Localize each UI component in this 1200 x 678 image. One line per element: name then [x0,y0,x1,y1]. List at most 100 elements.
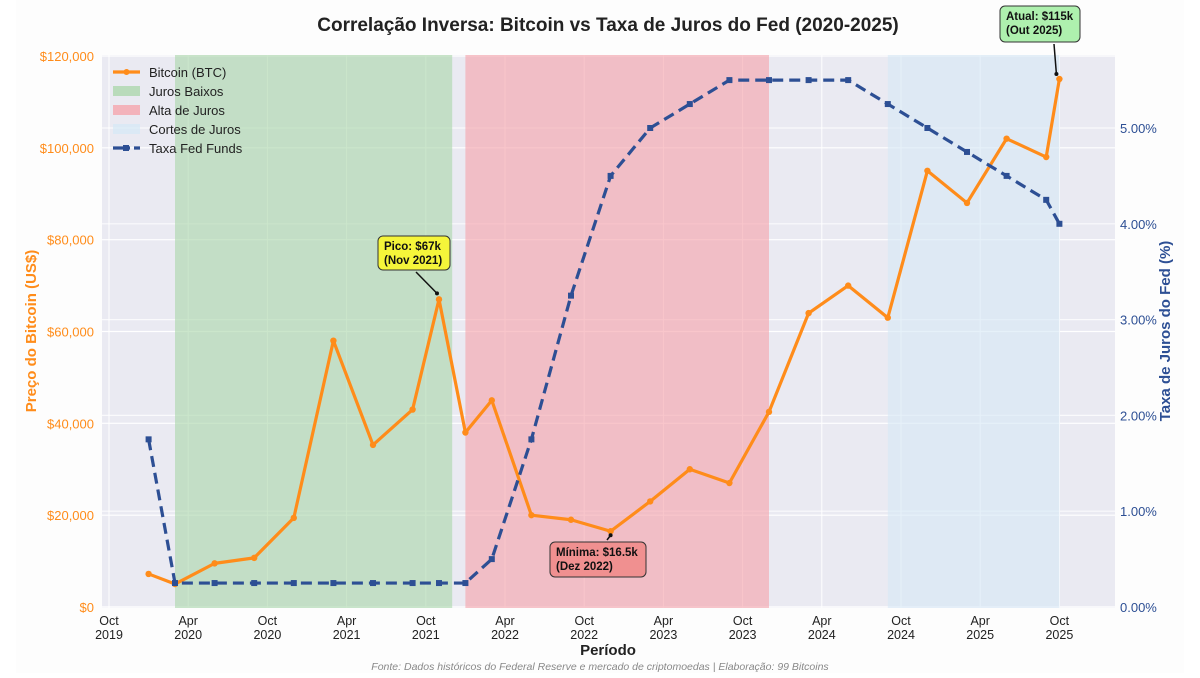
legend-swatch [113,105,140,115]
bitcoin-point [845,282,852,289]
x-tick-label: Apr 2020 [174,614,202,642]
y-tick-label-right: 2.00% [1120,408,1157,423]
fed-rate-point [647,125,654,131]
chart-title: Correlação Inversa: Bitcoin vs Taxa de J… [317,15,899,36]
bitcoin-point [528,511,535,519]
fed-rate-point [436,580,442,587]
x-tick-label-line: 2019 [95,628,123,642]
x-tick-label-line: Oct [258,614,278,628]
annotation-box [999,5,1081,43]
fed-rate-line [147,78,1061,585]
fed-rate-point [766,77,772,84]
x-tick-label-line: 2024 [887,628,915,642]
bitcoin-point [607,528,614,535]
bitcoin-point [488,397,495,404]
x-tick-label: Apr 2024 [808,614,836,642]
bitcoin-point [924,167,931,174]
bitcoin-point [1003,135,1010,142]
region-alta-de-juros [465,55,769,608]
x-tick-label-line: 2025 [966,628,994,642]
y-axis-label-left: Preço do Bitcoin (US$) [23,250,40,413]
x-tick-label: Oct 2023 [729,614,757,642]
bitcoin-point [765,408,773,416]
x-tick-label: Apr 2023 [649,614,677,642]
bitcoin-point [251,554,258,562]
x-axis-label: Período [580,642,636,659]
x-tick-label-line: 2021 [333,628,361,642]
legend-swatch [113,86,140,96]
y-tick-label-left: $0 [80,600,94,615]
fed-rate-point [1043,196,1050,203]
annotation-text: (Out 2025) [1006,25,1062,37]
annotation-text: (Nov 2021) [384,255,442,267]
annotation-arrow [1053,43,1058,75]
x-tick-label: Oct 2022 [570,614,598,642]
y-tick-label-right: 4.00% [1120,217,1157,232]
x-tick-label: Oct 2025 [1045,614,1073,642]
legend-marker [123,69,130,75]
annotation-text: (Dez 2022) [556,561,613,573]
fed-rate-point [211,580,218,587]
y-tick-label-right: 0.00% [1120,600,1157,615]
y-tick-label-left: $120,000 [40,49,94,64]
fed-rate-point [409,580,416,587]
y-axis-label-right: Taxa de Juros do Fed (%) [1157,241,1174,422]
annotation-box [549,541,647,578]
legend-item-label: Juros Baixos [149,84,224,99]
fed-rate-point [568,292,574,299]
x-tick-label-line: Apr [178,614,197,628]
bitcoin-point [211,560,218,567]
bitcoin-point [369,441,377,449]
legend-item-label: Taxa Fed Funds [149,141,243,156]
x-tick-label: Apr 2025 [966,614,994,642]
fed-rate-point [607,172,614,179]
x-tick-label-line: Oct [99,614,119,628]
fed-rate-point [330,580,337,587]
legend-item-label: Alta de Juros [149,103,225,118]
fed-rate-point [686,101,693,108]
x-tick-label-line: Oct [733,614,753,628]
fed-rate-point [488,556,495,563]
y-tick-label-left: $80,000 [47,233,94,248]
fed-rate-point [251,580,258,587]
fed-rate-point [370,580,376,587]
annotation-text: Pico: $67k [384,241,441,253]
annotation-text: Mínima: $16.5k [556,547,638,559]
x-tick-label: Apr 2021 [333,614,361,642]
x-tick-label-line: 2022 [491,628,519,642]
region-juros-baixos [175,55,453,608]
bitcoin-point [290,514,297,522]
region-cortes-de-juros [887,55,1060,608]
fed-rate-point [726,77,733,84]
annotation-arrowhead [608,533,613,538]
y-tick-label-left: $40,000 [47,416,94,431]
y-tick-label-right: 1.00% [1120,504,1157,519]
bitcoin-line [148,78,1061,586]
fed-rate-point [1056,220,1063,227]
bitcoin-point [567,516,575,523]
y-tick-label-left: $100,000 [40,141,94,156]
fed-rate-point [290,580,297,587]
bitcoin-point [726,479,733,487]
x-tick-label: Oct 2019 [95,614,123,642]
bitcoin-point [647,498,654,505]
fed-rate-point [964,148,970,155]
x-tick-label-line: Oct [891,614,911,628]
bitcoin-point [1056,75,1063,83]
x-tick-label-line: 2020 [253,628,281,642]
fed-rate-point [845,77,852,84]
fed-rate-point [884,101,891,108]
fed-rate-point [805,77,812,84]
x-tick-label-line: Apr [970,614,989,628]
x-tick-label-line: Apr [654,614,673,628]
annotation-box [377,235,451,271]
x-tick-label: Oct 2024 [887,614,915,642]
x-tick-label-line: 2021 [412,628,440,642]
fed-rate-point [462,580,469,587]
bitcoin-point [963,199,971,207]
bitcoin-point [462,429,469,436]
figure: Oct 2019 Apr 2020 Oct 2020 Apr 2021 Oct 2021 Apr 20… [16,0,1184,673]
x-tick-label-line: Apr [337,614,356,628]
annotation-arrowhead [1054,71,1059,76]
